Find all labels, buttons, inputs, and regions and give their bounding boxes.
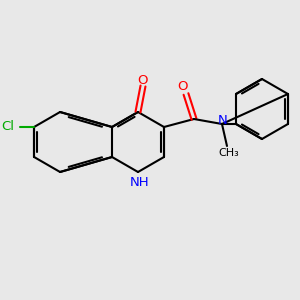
Text: O: O <box>138 74 148 86</box>
Text: NH: NH <box>130 176 150 188</box>
Text: Cl: Cl <box>2 121 15 134</box>
Text: N: N <box>218 113 228 127</box>
Text: O: O <box>178 80 188 94</box>
Text: CH₃: CH₃ <box>219 148 239 158</box>
